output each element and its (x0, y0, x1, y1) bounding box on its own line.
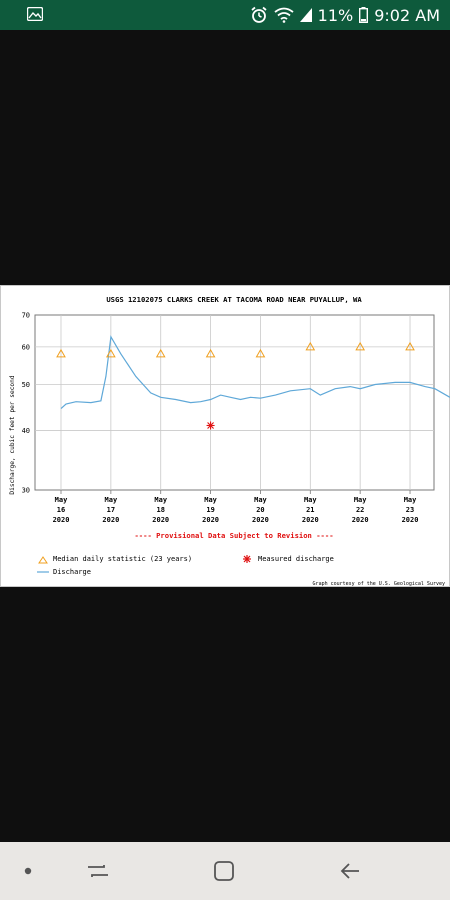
recent-apps-button[interactable] (78, 854, 118, 888)
x-tick-label: 23 (406, 506, 414, 514)
y-tick-labels: 30 40 50 60 70 (22, 312, 30, 495)
x-tick-labels: May 16 2020 May 17 2020 May 18 2020 May 19 2020 May 2… (53, 496, 419, 524)
y-tick-label: 60 (22, 343, 30, 351)
legend-measured-label: Measured discharge (258, 555, 334, 563)
x-tick-label: 16 (57, 506, 65, 514)
x-tick-label: 20 (256, 506, 264, 514)
x-tick-label: 2020 (202, 516, 219, 524)
measured-marker (206, 421, 215, 430)
plot-area (34, 314, 435, 491)
legend-median-label: Median daily statistic (23 years) (53, 555, 192, 563)
usgs-graph-image[interactable]: USGS 12102075 CLARKS CREEK AT TACOMA ROA… (0, 285, 450, 587)
navigation-bar (0, 842, 450, 900)
x-tick-label: May (304, 496, 317, 504)
x-tick-label: 22 (356, 506, 364, 514)
median-marker (355, 341, 366, 351)
legend-median-marker (38, 556, 48, 564)
x-tick-label: 19 (206, 506, 214, 514)
x-tick-label: May (354, 496, 367, 504)
provisional-note: ---- Provisional Data Subject to Revisio… (134, 531, 333, 540)
chart-title: USGS 12102075 CLARKS CREEK AT TACOMA ROA… (106, 295, 362, 304)
x-tick-label: 2020 (402, 516, 419, 524)
median-marker (56, 348, 66, 358)
legend: Median daily statistic (23 years) Measur… (37, 555, 334, 576)
x-tick-label: May (55, 496, 68, 504)
y-axis-label: Discharge, cubic feet per second (9, 375, 16, 494)
x-tick-label: May (105, 496, 118, 504)
median-marker (305, 341, 316, 351)
battery-percent: 11% (317, 5, 354, 25)
median-marker (105, 348, 116, 358)
legend-discharge-label: Discharge (53, 568, 91, 576)
x-tick-label: May (204, 496, 217, 504)
wifi-icon (274, 7, 294, 23)
recent-apps-icon (88, 865, 108, 877)
x-tick-label: 21 (306, 506, 314, 514)
signal-icon (299, 8, 312, 22)
median-marker (405, 341, 415, 351)
legend-measured-marker (243, 555, 251, 563)
median-marker (155, 348, 166, 358)
back-button[interactable] (330, 854, 370, 888)
x-tick-label: 2020 (102, 516, 119, 524)
median-marker (205, 348, 216, 358)
x-tick-label: 17 (107, 506, 115, 514)
y-tick-label: 70 (22, 312, 30, 320)
x-tick-label: May (254, 496, 267, 504)
clock-time: 9:02 AM (374, 5, 440, 25)
x-tick-label: 2020 (152, 516, 169, 524)
home-icon (214, 861, 234, 881)
graph-credit: Graph courtesy of the U.S. Geological Su… (313, 581, 445, 587)
nav-dot-button[interactable] (8, 854, 48, 888)
x-tick-label: 2020 (302, 516, 319, 524)
battery-icon (359, 7, 369, 23)
status-bar: 11% 9:02 AM (0, 0, 450, 30)
marker-layer (56, 341, 415, 430)
median-marker (255, 348, 266, 358)
y-tick-label: 40 (22, 427, 30, 435)
home-button[interactable] (204, 854, 244, 888)
y-tick-label: 30 (22, 487, 30, 495)
x-tick-label: 18 (157, 506, 165, 514)
y-tick-label: 50 (22, 381, 30, 389)
gallery-icon (27, 7, 43, 21)
discharge-series-line (60, 334, 450, 410)
x-tick-label: May (154, 496, 167, 504)
x-tick-label: 2020 (53, 516, 70, 524)
grid-lines (35, 315, 434, 494)
alarm-icon (250, 6, 268, 24)
x-tick-label: 2020 (352, 516, 369, 524)
back-arrow-icon (340, 863, 359, 879)
series-layer (60, 334, 450, 410)
x-tick-label: 2020 (252, 516, 269, 524)
x-tick-label: May (404, 496, 417, 504)
